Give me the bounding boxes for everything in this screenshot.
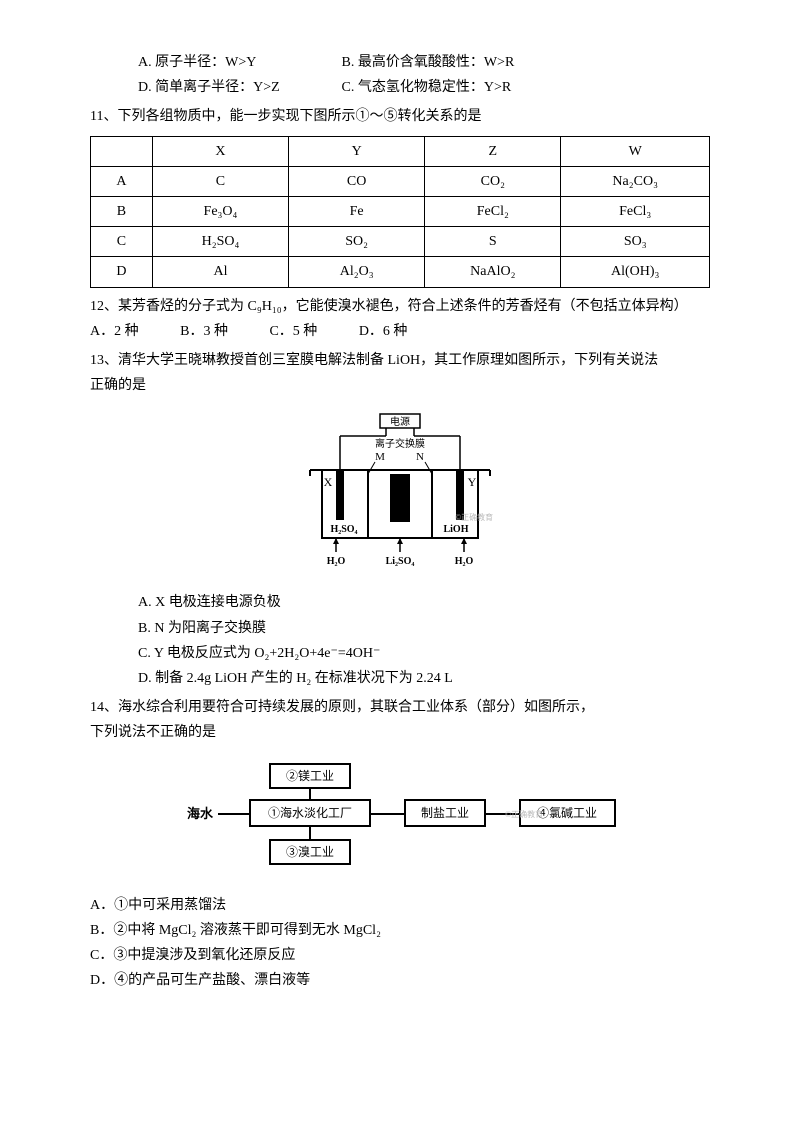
q12-option-a: A．2 种 — [90, 319, 139, 344]
table-cell: C — [91, 227, 153, 257]
table-cell: C — [152, 166, 288, 196]
q14-flowchart: 海水 ①海水淡化工厂 ②镁工业 ③溴工业 制盐工业 ④氯碱工业 ©正确教育 — [90, 760, 710, 879]
diagram-watermark: ©正确教育 — [455, 512, 493, 522]
q10-option-d: D. 简单离子半径：Y>Z — [138, 75, 338, 100]
flow-box-2: ②镁工业 — [286, 769, 334, 783]
table-cell: SO₂ — [289, 227, 425, 257]
flow-source: 海水 — [187, 806, 214, 821]
diagram-label-power: 电源 — [390, 415, 410, 428]
table-cell: Z — [425, 136, 561, 166]
q14-text-line1: 14、海水综合利用要符合可持续发展的原则，其联合工业体系（部分）如图所示， — [90, 695, 710, 720]
q12-option-d: D．6 种 — [359, 319, 408, 344]
q10-option-row-1: A. 原子半径：W>Y B. 最高价含氧酸酸性：W>R — [90, 50, 710, 75]
table-cell: Al(OH)₃ — [561, 257, 710, 287]
diagram-label-bm: Li₂SO₄ — [386, 556, 415, 567]
q14-option-b: B．②中将 MgCl₂ 溶液蒸干即可得到无水 MgCl₂ — [90, 918, 710, 943]
table-cell: B — [91, 196, 153, 226]
diagram-label-y: Y — [468, 475, 477, 489]
diagram-label-n: N — [416, 451, 424, 463]
q10-option-c: C. 气态氢化物稳定性：Y>R — [342, 75, 592, 100]
table-row: D Al Al₂O₃ NaAlO₂ Al(OH)₃ — [91, 257, 710, 287]
table-cell: SO₃ — [561, 227, 710, 257]
diagram-label-membrane: 离子交换膜 — [375, 437, 425, 450]
q11-text: 11、下列各组物质中，能一步实现下图所示①～⑤转化关系的是 — [90, 104, 710, 129]
diagram-label-m: M — [375, 451, 385, 463]
table-cell: X — [152, 136, 288, 166]
flow-box-3: ③溴工业 — [286, 845, 334, 859]
diagram-label-h2so4: H₂SO₄ — [330, 524, 357, 535]
q13-option-c: C. Y 电极反应式为 O₂+2H₂O+4e⁻=4OH⁻ — [90, 641, 710, 666]
q10-option-b: B. 最高价含氧酸酸性：W>R — [342, 50, 592, 75]
table-cell: CO — [289, 166, 425, 196]
table-cell: FeCl₂ — [425, 196, 561, 226]
table-cell: Al — [152, 257, 288, 287]
table-cell: W — [561, 136, 710, 166]
table-cell — [91, 136, 153, 166]
table-cell: Fe — [289, 196, 425, 226]
q14-text-line2: 下列说法不正确的是 — [90, 720, 710, 745]
table-cell: Al₂O₃ — [289, 257, 425, 287]
q13-text-line2: 正确的是 — [90, 373, 710, 398]
table-row: A C CO CO₂ Na₂CO₃ — [91, 166, 710, 196]
table-cell: Fe₃O₄ — [152, 196, 288, 226]
table-row: B Fe₃O₄ Fe FeCl₂ FeCl₃ — [91, 196, 710, 226]
q11-table: X Y Z W A C CO CO₂ Na₂CO₃ B Fe₃O₄ Fe FeC… — [90, 136, 710, 288]
q13-option-a: A. X 电极连接电源负极 — [90, 590, 710, 615]
q14-option-c: C．③中提溴涉及到氧化还原反应 — [90, 943, 710, 968]
q12-options: A．2 种 B．3 种 C．5 种 D．6 种 — [90, 319, 710, 344]
table-cell: S — [425, 227, 561, 257]
flow-box-4: 制盐工业 — [421, 806, 469, 820]
table-cell: A — [91, 166, 153, 196]
table-row: C H₂SO₄ SO₂ S SO₃ — [91, 227, 710, 257]
table-cell: H₂SO₄ — [152, 227, 288, 257]
q14-option-d: D．④的产品可生产盐酸、漂白液等 — [90, 968, 710, 993]
q13-diagram: 电源 离子交换膜 M N X Y H₂SO₄ LiOH H₂O Li₂SO₄ H… — [90, 412, 710, 576]
flow-box-1: ①海水淡化工厂 — [268, 805, 352, 820]
q10-option-row-2: D. 简单离子半径：Y>Z C. 气态氢化物稳定性：Y>R — [90, 75, 710, 100]
table-cell: D — [91, 257, 153, 287]
flow-box-5: ④氯碱工业 — [537, 806, 597, 820]
q10-option-a: A. 原子半径：W>Y — [138, 50, 338, 75]
table-cell: Y — [289, 136, 425, 166]
q12-text: 12、某芳香烃的分子式为 C₉H₁₀，它能使溴水褪色，符合上述条件的芳香烃有（不… — [90, 294, 710, 319]
q13-option-d: D. 制备 2.4g LiOH 产生的 H₂ 在标准状况下为 2.24 L — [90, 666, 710, 691]
diagram-label-br: H₂O — [455, 556, 474, 567]
flow-watermark: ©正确教育 — [505, 809, 543, 819]
table-cell: FeCl₃ — [561, 196, 710, 226]
diagram-label-lioh: LiOH — [443, 524, 468, 535]
q12-option-c: C．5 种 — [269, 319, 317, 344]
table-header-row: X Y Z W — [91, 136, 710, 166]
diagram-label-bl: H₂O — [327, 556, 346, 567]
table-cell: NaAlO₂ — [425, 257, 561, 287]
q12-option-b: B．3 种 — [180, 319, 228, 344]
table-cell: Na₂CO₃ — [561, 166, 710, 196]
q13-text-line1: 13、清华大学王晓琳教授首创三室膜电解法制备 LiOH，其工作原理如图所示，下列… — [90, 348, 710, 373]
table-cell: CO₂ — [425, 166, 561, 196]
q14-option-a: A．①中可采用蒸馏法 — [90, 893, 710, 918]
diagram-label-x: X — [324, 475, 333, 489]
q13-option-b: B. N 为阳离子交换膜 — [90, 616, 710, 641]
